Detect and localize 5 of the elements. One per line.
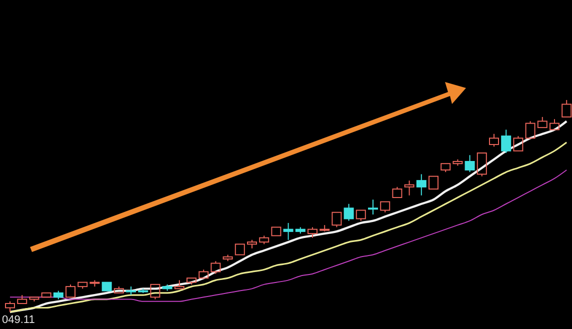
text: 049.11 <box>2 314 35 326</box>
candlestick <box>308 226 318 238</box>
candlestick <box>283 222 294 240</box>
candlestick <box>416 174 426 196</box>
candlestick <box>404 180 414 196</box>
